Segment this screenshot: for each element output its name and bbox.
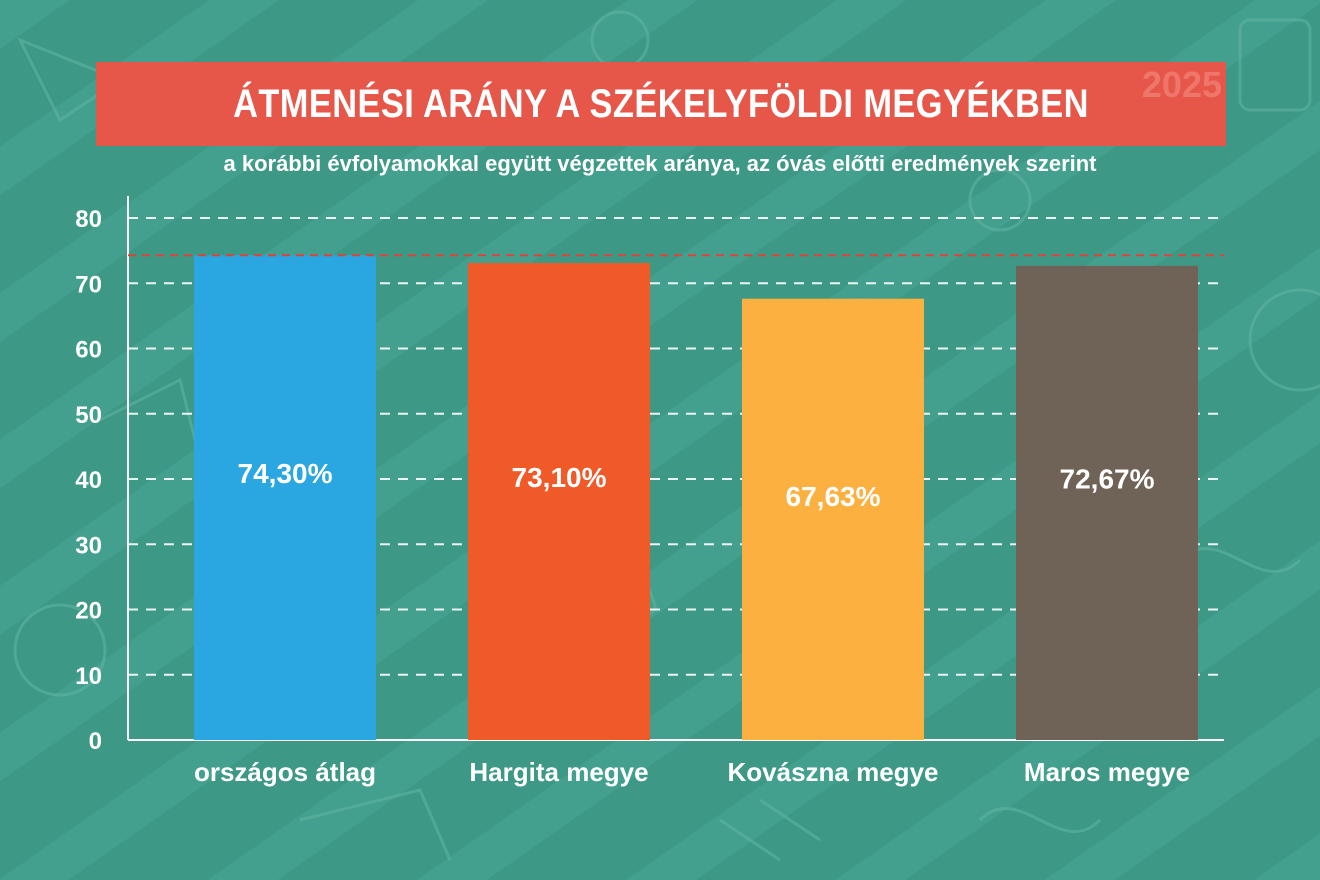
y-tick-label: 50 — [75, 402, 102, 429]
bar-value-label: 67,63% — [786, 481, 881, 512]
x-category-label: országos átlag — [194, 757, 376, 787]
year-watermark: 2025 — [1141, 64, 1222, 105]
chart-title: ÁTMENÉSI ARÁNY A SZÉKELYFÖLDI MEGYÉKBEN — [233, 82, 1089, 126]
y-tick-label: 0 — [89, 728, 102, 755]
bar — [1016, 265, 1198, 740]
bar — [468, 263, 650, 740]
x-category-label: Hargita megye — [469, 757, 648, 787]
bar-value-label: 72,67% — [1060, 464, 1155, 495]
bar — [742, 298, 924, 740]
y-tick-label: 30 — [75, 532, 102, 559]
y-tick-label: 40 — [75, 467, 102, 494]
y-tick-label: 80 — [75, 206, 102, 233]
bar-value-label: 73,10% — [512, 462, 607, 493]
y-tick-label: 60 — [75, 337, 102, 364]
chart-subtitle: a korábbi évfolyamokkal együtt végzettek… — [223, 151, 1097, 176]
y-tick-label: 20 — [75, 598, 102, 625]
bar-value-label: 74,30% — [238, 458, 333, 489]
x-category-label: Kovászna megye — [728, 757, 939, 787]
y-tick-label: 10 — [75, 663, 102, 690]
x-category-label: Maros megye — [1024, 757, 1190, 787]
bar — [194, 255, 376, 740]
y-tick-label: 70 — [75, 271, 102, 298]
title-banner: ÁTMENÉSI ARÁNY A SZÉKELYFÖLDI MEGYÉKBEN … — [96, 62, 1226, 146]
